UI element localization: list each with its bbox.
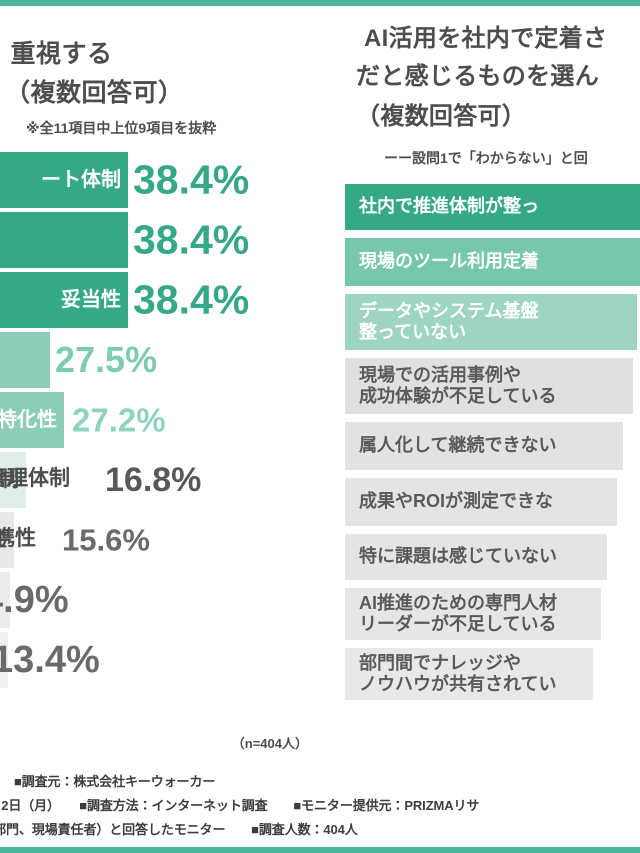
right-heading-line2: だと感じるものを選ん [356,63,599,90]
left-bar-value: 13.4% [0,639,100,681]
right-bar-row: 属人化して継続できない [345,422,623,470]
right-heading-note: ーー設問1で「わからない」と回 [384,150,588,166]
left-bar-row: 携性 15.6% [0,512,330,568]
survey-footer: 調査》 ■調査元：株式会社キーウォーカー 25年6月2日（月） ■調査方法：イン… [0,767,640,847]
left-bar-value: 38.4% [133,216,250,263]
right-bar: 社内で推進体制が整っ [345,184,640,230]
left-bar-label: ート体制 [41,169,121,191]
left-chart-panel: る際、重視する か？（複数回答可） ※全11項目中上位9項目を抜粋 ート体制 38… [0,6,330,766]
top-accent-rule [0,0,640,6]
left-bar-label: 携性 [0,530,14,550]
right-bar-row: 現場での活用事例や 成功体験が不足している [345,358,633,414]
left-bar-value: 16.8% [105,461,202,499]
left-bar: 種特化性 [0,392,64,448]
left-bar-row: 27.5% [0,332,330,388]
right-heading-line1: AI活用を社内で定着さ [364,25,608,52]
right-bar-row: 成果やROIが測定できな [345,478,617,526]
footer-line-2: 25年6月2日（月） ■調査方法：インターネット調査 ■モニター提供元：PRIZ… [0,798,480,813]
left-bar-row: 13.4% [0,632,330,688]
right-bar: 属人化して継続できない [345,422,623,470]
left-bar-outside-label: 管理体制 [0,467,70,490]
right-bar-label: 部門間でナレッジや ノウハウが共有されてい [359,652,557,694]
right-bar-row: データやシステム基盤 整っていない [345,294,637,350]
left-bar-row: 4.9% [0,572,330,628]
left-heading-note: ※全11項目中上位9項目を抜粋 [26,120,217,136]
right-bar-row: 社内で推進体制が整っ [345,184,640,230]
right-bar-row: AI推進のための専門人材 リーダーが不足している [345,588,601,640]
left-bar-value: 4.9% [0,579,69,621]
right-bar: AI推進のための専門人材 リーダーが不足している [345,588,601,640]
left-bar-outside-label: 携性 [0,527,36,550]
left-bar-row: 管理体制 16.8% [0,452,330,508]
right-bar-label: 成果やROIが測定できな [359,491,554,512]
left-bar-label: 管理体制 [0,469,19,491]
sample-size-note: （n=404人） [231,736,308,751]
left-bar-label: 妥当性 [61,289,121,311]
left-bar: ート体制 [0,152,128,208]
right-bar-row: 現場のツール利用定着 [345,238,640,286]
right-bar-label: 社内で推進体制が整っ [359,196,539,217]
left-bar-value: 27.2% [72,401,166,439]
left-bar-label: 種特化性 [0,409,57,431]
right-bar-label: データやシステム基盤 整っていない [359,300,539,342]
right-heading-line3: （複数回答可） [356,103,527,130]
left-heading-line2: か？（複数回答可） [0,79,184,107]
right-bar: 現場のツール利用定着 [345,238,640,286]
footer-line-1: 調査》 ■調査元：株式会社キーウォーカー [0,774,216,789]
left-bar-value: 15.6% [62,522,150,558]
right-bar: データやシステム基盤 整っていない [345,294,637,350]
right-chart-panel: AI活用を社内で定着さ だと感じるものを選ん （複数回答可） ーー設問1で「わか… [330,6,640,766]
bottom-accent-rule [0,847,640,853]
left-bar-row: 妥当性 38.4% [0,272,330,328]
left-heading-line1: る際、重視する [0,40,113,68]
left-bar-value: 27.5% [55,339,158,380]
left-bar: 管理体制 [0,452,26,508]
left-bar: 携性 [0,512,14,568]
left-bar: 妥当性 [0,272,128,328]
right-bar-label: 現場での活用事例や 成功体験が不足している [359,364,557,406]
left-bar [0,332,50,388]
right-bar: 成果やROIが測定できな [345,478,617,526]
left-bar-row: 38.4% [0,212,330,268]
footer-line-3: 者、IT部門、現場責任者）と回答したモニター ■調査人数：404人 [0,822,358,837]
left-bar-value: 38.4% [133,276,250,323]
right-bar-label: AI推進のための専門人材 リーダーが不足している [359,592,557,634]
left-bar-value: 38.4% [133,156,250,203]
right-bar-label: 属人化して継続できない [359,435,557,456]
right-bar-row: 特に課題は感じていない [345,534,607,580]
left-bar-row: 種特化性 27.2% [0,392,330,448]
right-bar: 部門間でナレッジや ノウハウが共有されてい [345,648,593,700]
left-bar-row: ート体制 38.4% [0,152,330,208]
right-bar-row: 部門間でナレッジや ノウハウが共有されてい [345,648,593,700]
left-bar [0,572,10,628]
right-bar: 現場での活用事例や 成功体験が不足している [345,358,633,414]
right-bar-label: 特に課題は感じていない [359,546,557,567]
right-bar-label: 現場のツール利用定着 [359,251,539,272]
left-bar [0,632,8,688]
left-bar [0,212,128,268]
right-bar: 特に課題は感じていない [345,534,607,580]
